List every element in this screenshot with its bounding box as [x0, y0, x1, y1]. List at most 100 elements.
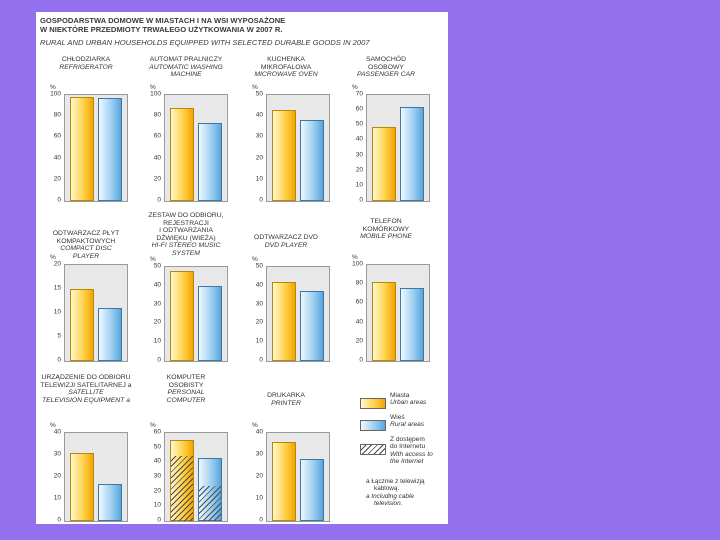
chart-label: AUTOMAT PRALNICZY AUTOMATIC WASHING MACHIN… [149, 56, 223, 79]
axis-unit: % [150, 84, 156, 91]
legend-urban-label: Miasta Urban areas [390, 392, 426, 407]
y-tick-label: 70 [355, 90, 363, 98]
legend-rural-swatch [360, 420, 386, 431]
plot-area [64, 94, 128, 202]
footnote-pl-2: kablową. [374, 485, 400, 493]
y-tick-label: 5 [57, 332, 61, 340]
axis-unit: % [50, 254, 56, 261]
axis-unit: % [352, 254, 358, 261]
chart-label-pl: AUTOMAT PRALNICZY [149, 56, 223, 63]
footnote-pl-1: a Łącznie z telewizją [366, 478, 425, 485]
chart-label-en: PERSONAL [167, 389, 205, 397]
y-tick-label: 10 [255, 175, 263, 183]
y-tick-label: 0 [259, 356, 263, 364]
plot-area [266, 266, 330, 362]
chart-label-pl: TELEFON [370, 218, 402, 225]
y-tick-label: 30 [153, 300, 161, 308]
y-tick-label: 40 [355, 135, 363, 143]
y-tick-label: 20 [355, 166, 363, 174]
chart-label-en: MICROWAVE OVEN [254, 71, 318, 79]
bar-urban-internet [171, 456, 193, 521]
y-tick-label: 60 [153, 428, 161, 436]
axis-unit: % [50, 84, 56, 91]
y-tick-label: 40 [53, 154, 61, 162]
chart-label-en: SATELLITE [68, 389, 104, 397]
footnote: a Łącznie z telewizją kablową. a Includi… [366, 478, 425, 508]
chart-label-en: SYSTEM [172, 249, 200, 257]
chart-sheet: GOSPODARSTWA DOMOWE W MIASTACH I NA WSI … [36, 12, 448, 524]
bar-rural-internet [199, 485, 221, 521]
y-tick-label: 0 [157, 196, 161, 204]
bar-urban [170, 270, 194, 361]
axis-unit: % [50, 422, 56, 429]
legend-internet-en-2: the Internet [390, 458, 424, 466]
legend-internet-pl-2: do Internetu [390, 443, 426, 451]
plot-area [266, 94, 330, 202]
chart-label-en: COMPUTER [166, 396, 206, 404]
y-tick-label: 20 [153, 318, 161, 326]
chart-label-pl: KOMPUTER [166, 374, 206, 381]
plot-area [164, 432, 228, 522]
chart-label: ODTWARZACZ DVD DVD PLAYER [254, 234, 318, 249]
bar-rural [98, 98, 122, 201]
y-tick-label: 20 [153, 175, 161, 183]
bar-rural [98, 483, 122, 521]
y-tick-label: 60 [153, 132, 161, 140]
bar-rural [400, 288, 424, 361]
chart-label: KUCHENKA MIKROFALOWA MICROWAVE OVEN [254, 56, 317, 79]
legend-rural-label: Wieś Rural areas [390, 414, 424, 429]
y-tick-label: 30 [153, 472, 161, 480]
chart-title-english: RURAL AND URBAN HOUSEHOLDS EQUIPPED WITH… [40, 38, 370, 47]
bar-rural [300, 291, 324, 361]
bar-rural [400, 107, 424, 201]
chart-label-pl: REJESTRACJI [163, 219, 209, 227]
chart-title-polish: GOSPODARSTWA DOMOWE W MIASTACH I NA WSI … [40, 16, 285, 34]
y-tick-label: 10 [153, 501, 161, 509]
y-tick-label: 20 [153, 487, 161, 495]
chart-label-pl: OSOBISTY [168, 381, 204, 389]
legend-internet-en-1: With access to [390, 450, 433, 458]
axis-unit: % [352, 84, 358, 91]
chart-label-en: DVD PLAYER [264, 241, 308, 249]
y-tick-label: 0 [57, 516, 61, 524]
y-tick-label: 20 [53, 175, 61, 183]
legend-rural-en: Rural areas [390, 421, 425, 429]
chart-label-pl: KOMÓRKOWY [362, 225, 410, 233]
chart-label: ODTWARZACZ PŁYT KOMPAKTOWYCH COMPACT DISC P… [53, 230, 120, 260]
y-tick-label: 20 [255, 154, 263, 162]
bar-urban [372, 282, 396, 361]
plot-area [366, 264, 430, 362]
y-tick-label: 20 [53, 472, 61, 480]
chart-label-pl: ODTWARZACZ PŁYT [52, 230, 120, 237]
y-tick-label: 10 [255, 494, 263, 502]
legend-urban-pl: Miasta [390, 392, 410, 399]
y-tick-label: 40 [355, 318, 363, 326]
y-tick-label: 10 [355, 181, 363, 189]
chart-label: URZĄDZENIE DO ODBIORU TELEWIZJI SATELITAR… [40, 374, 131, 404]
chart-label-pl: SAMOCHÓD [365, 56, 407, 63]
y-tick-label: 80 [153, 111, 161, 119]
legend-urban-swatch [360, 398, 386, 409]
y-tick-label: 100 [352, 260, 363, 268]
bar-urban [70, 452, 94, 521]
y-tick-label: 20 [255, 318, 263, 326]
bar-urban [372, 126, 396, 201]
y-tick-label: 50 [255, 90, 263, 98]
legend-internet-label: Z dostępem do Internetu With access to t… [390, 436, 433, 466]
chart-label-pl: TELEWIZJI SATELITARNEJ a [40, 381, 132, 389]
y-tick-label: 0 [259, 516, 263, 524]
chart-label-pl: I ODTWARZANIA [159, 227, 213, 235]
y-tick-label: 30 [355, 151, 363, 159]
y-tick-label: 30 [255, 132, 263, 140]
chart-label-en: REFRIGERATOR [59, 63, 113, 71]
bar-urban [70, 97, 94, 201]
y-tick-label: 0 [57, 356, 61, 364]
bar-rural [300, 459, 324, 521]
chart-label-pl: ODTWARZACZ DVD [254, 234, 318, 241]
y-tick-label: 30 [53, 450, 61, 458]
chart-label-en: PRINTER [271, 399, 301, 407]
y-tick-label: 100 [50, 90, 61, 98]
plot-area [164, 266, 228, 362]
y-tick-label: 10 [255, 337, 263, 345]
y-tick-label: 40 [255, 111, 263, 119]
